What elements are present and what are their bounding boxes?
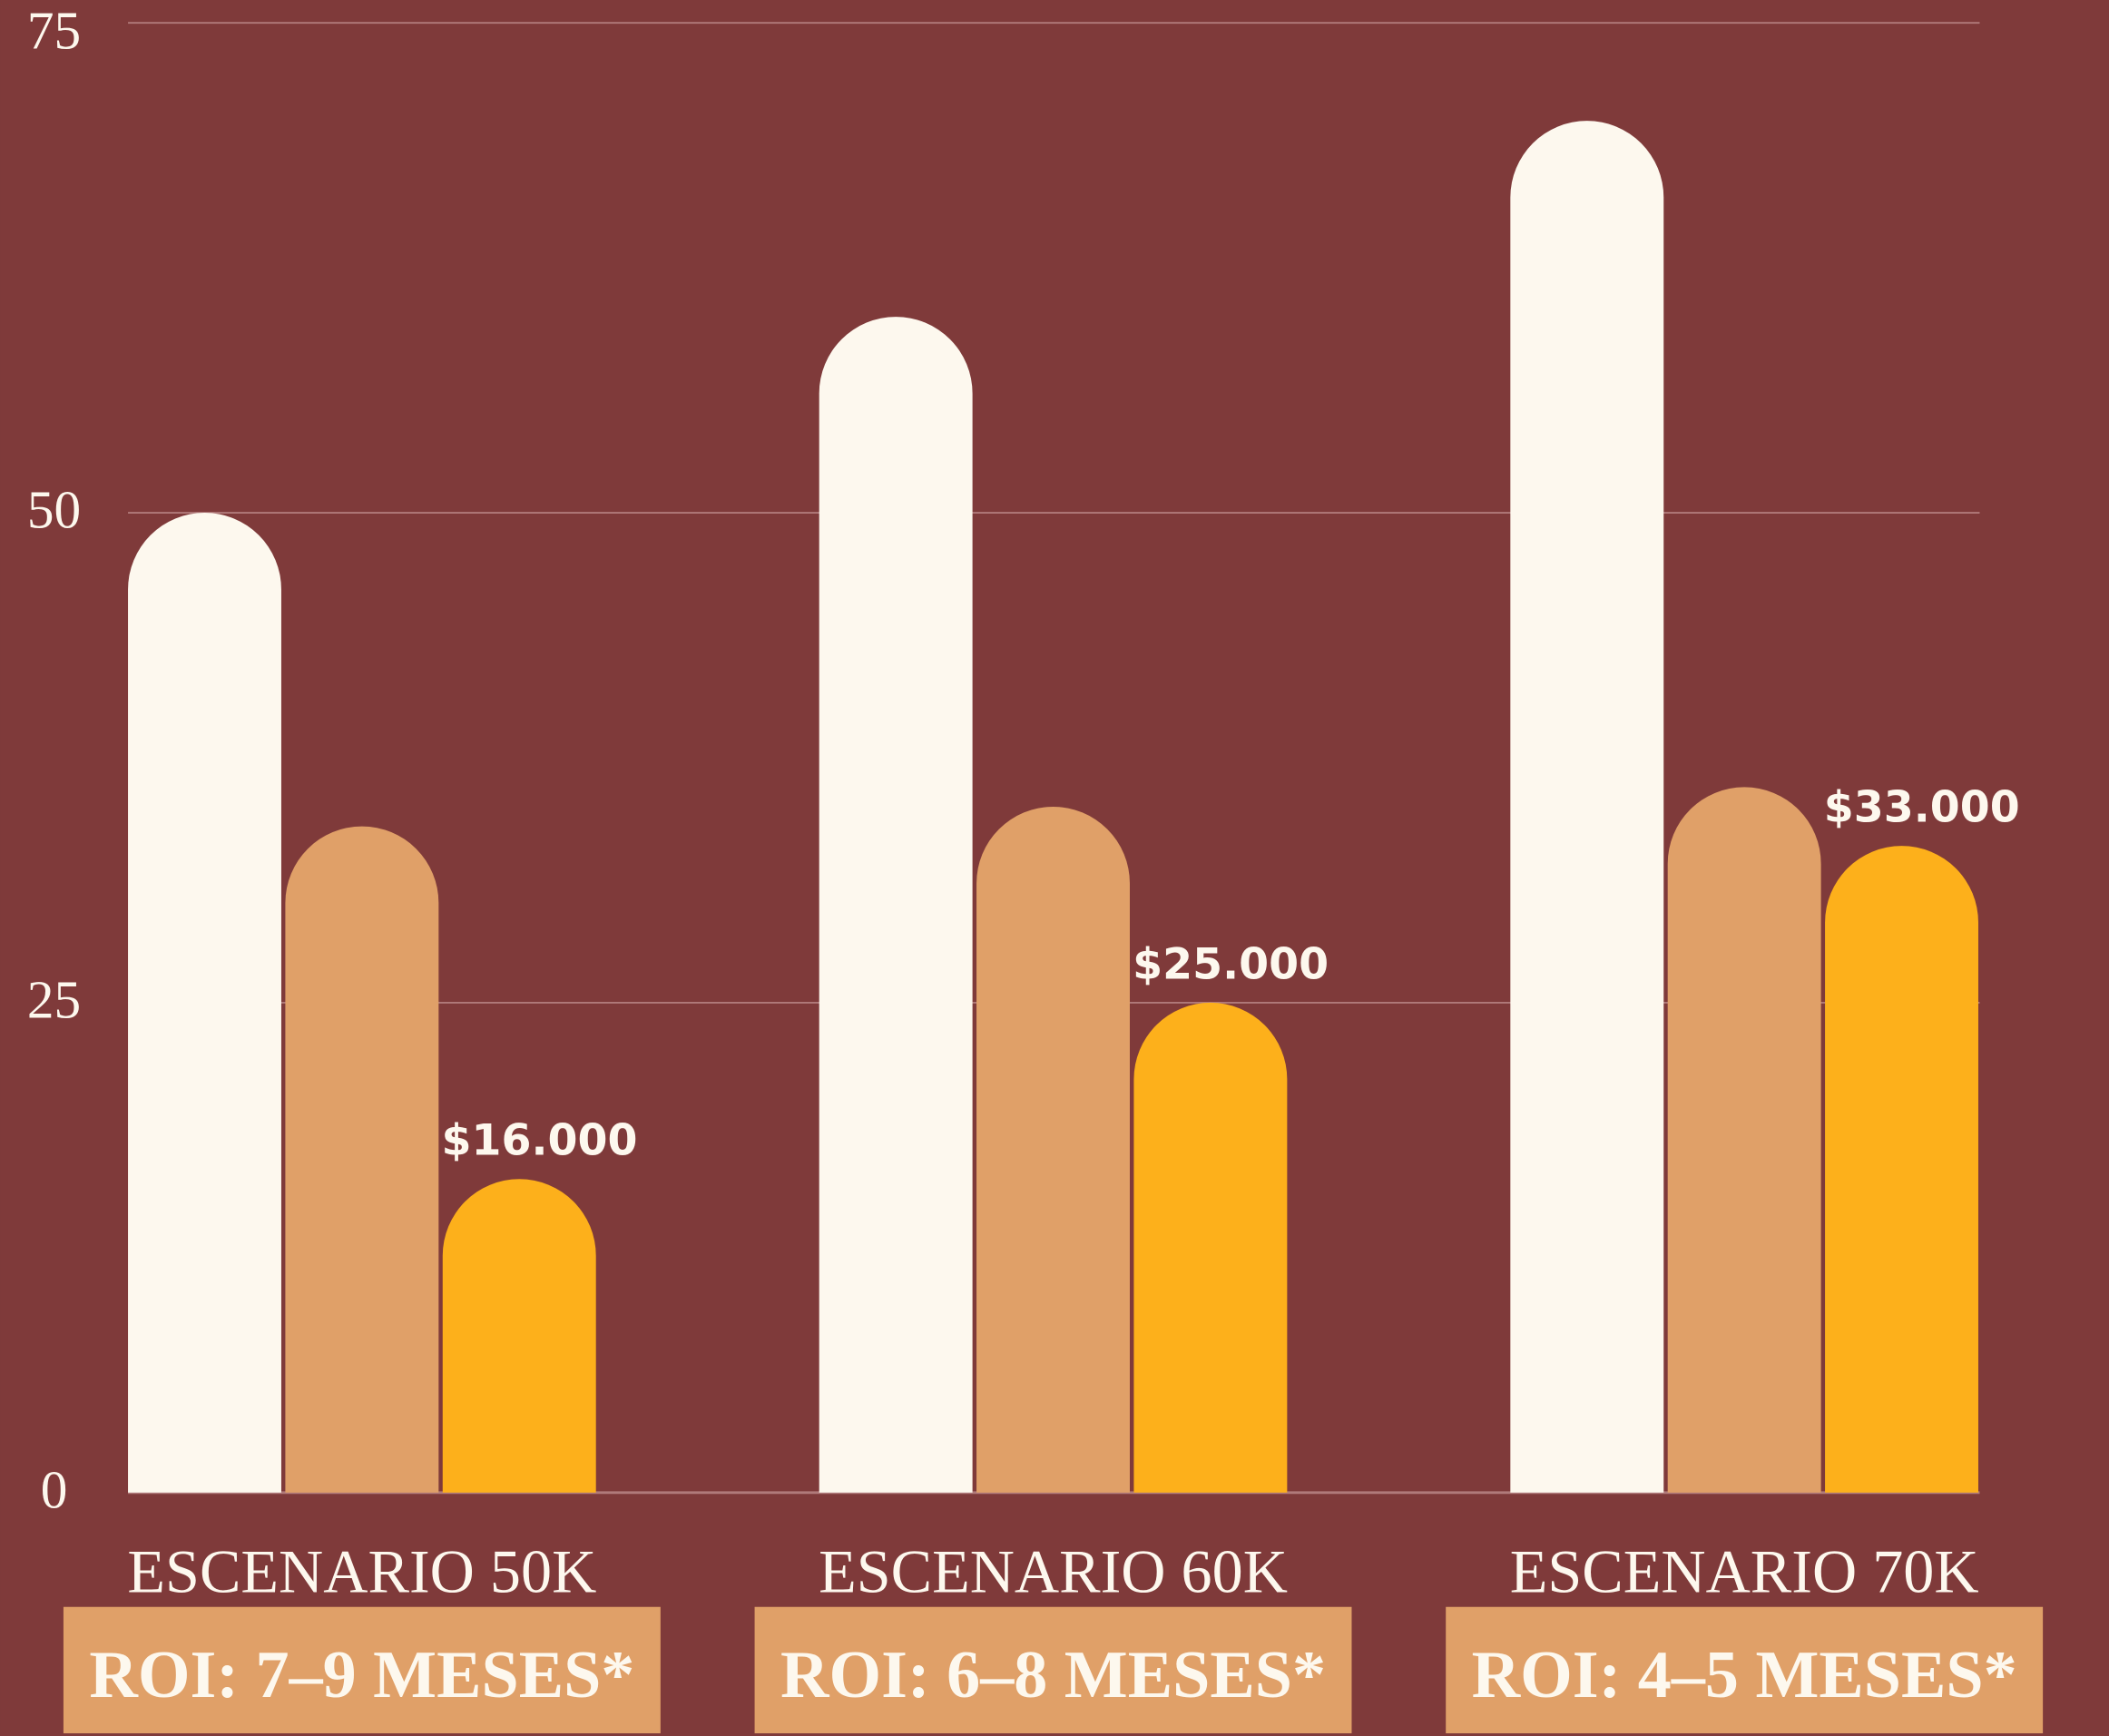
roi-box — [63, 1606, 661, 1734]
y-tick-label: 75 — [27, 1, 81, 61]
roi-label: ROI: 7–9 MESES* — [89, 1638, 634, 1712]
roi-box — [1446, 1606, 2044, 1734]
roi-box — [754, 1606, 1352, 1734]
x-tick-label: ESCENARIO 70K — [1510, 1536, 1979, 1605]
bar — [1825, 846, 1978, 1493]
bar — [128, 513, 281, 1493]
y-tick-label: 0 — [41, 1459, 68, 1519]
value-label: $25.000 — [1133, 939, 1329, 989]
bar — [1667, 787, 1821, 1493]
x-tick-label: ESCENARIO 50K — [127, 1536, 596, 1605]
bar — [442, 1179, 596, 1493]
roi-label: ROI: 6–8 MESES* — [780, 1638, 1326, 1712]
roi-label: ROI: 4–5 MESES* — [1472, 1638, 2017, 1712]
bar — [285, 826, 439, 1493]
y-tick-label: 25 — [27, 969, 81, 1029]
x-tick-label: ESCENARIO 60K — [819, 1536, 1288, 1605]
bar — [1510, 121, 1664, 1493]
y-tick-label: 50 — [27, 480, 81, 540]
value-label: $16.000 — [442, 1116, 638, 1166]
value-label: $33.000 — [1824, 782, 2020, 832]
bar — [1133, 1002, 1288, 1493]
bar — [819, 317, 973, 1493]
bar — [976, 806, 1130, 1493]
